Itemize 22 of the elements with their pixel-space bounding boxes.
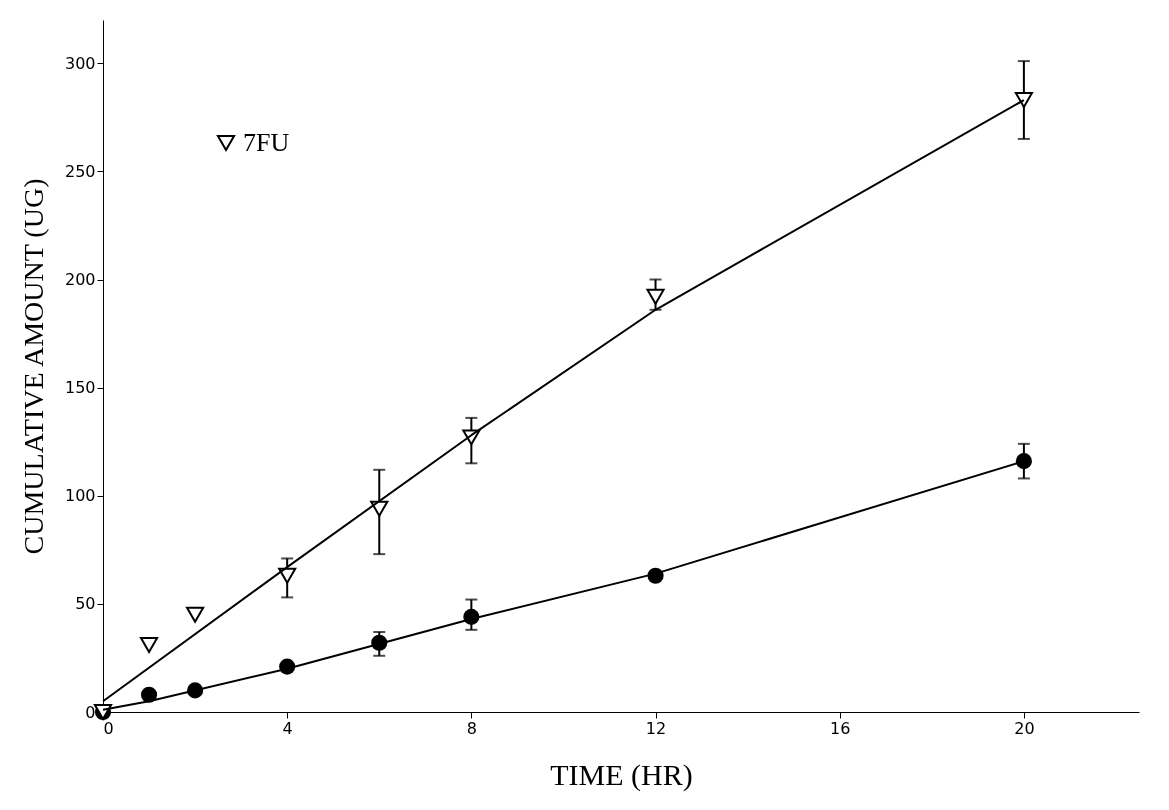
x-tick-label: 20 xyxy=(1014,718,1035,738)
x-tick-label: 12 xyxy=(645,718,667,738)
y-tick-label: 50 xyxy=(75,594,96,614)
point xyxy=(186,606,205,623)
point xyxy=(1014,92,1033,108)
y-tick-label: 300 xyxy=(64,53,96,73)
point xyxy=(278,567,297,584)
x-tick-label: 8 xyxy=(466,718,477,738)
x-tick-label: 16 xyxy=(830,718,851,738)
point xyxy=(139,636,159,653)
y-tick-label: 100 xyxy=(64,486,96,506)
y-tick-label: 0 xyxy=(85,702,96,722)
y-tick-label: 250 xyxy=(64,161,96,181)
x-tick-label: 4 xyxy=(282,718,293,738)
y-axis-title: CUMULATIVE AMOUNT (UG) xyxy=(17,178,49,555)
y-tick-label: 150 xyxy=(64,378,96,398)
point xyxy=(646,288,665,305)
x-tick-label: 0 xyxy=(103,718,114,738)
x-axis-title: TIME (HR) xyxy=(550,757,693,792)
point xyxy=(1015,453,1032,470)
y-tick-label: 200 xyxy=(64,270,96,289)
legend-label: 7FU xyxy=(243,128,290,157)
